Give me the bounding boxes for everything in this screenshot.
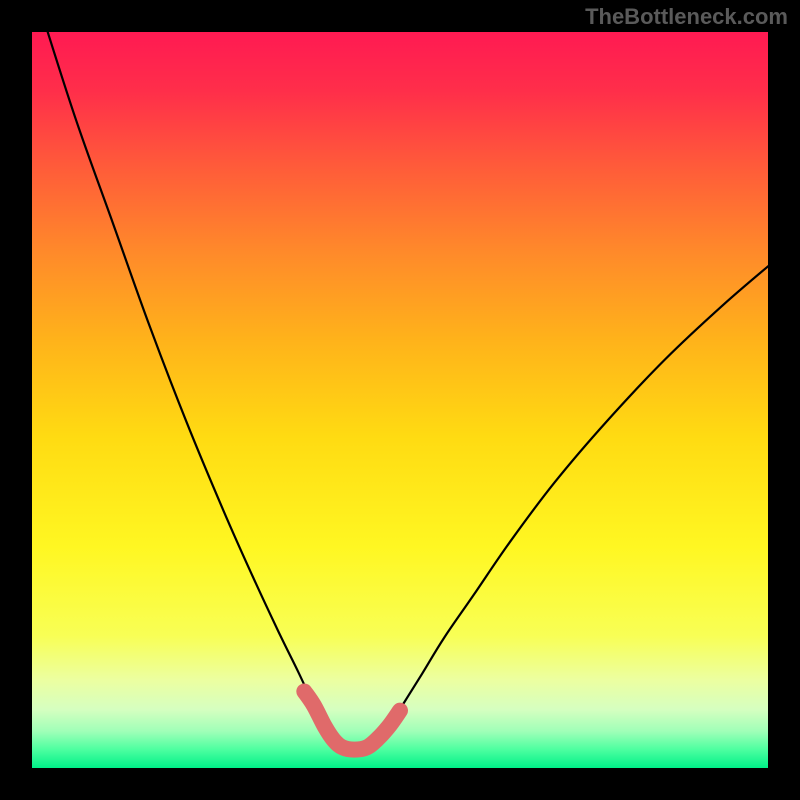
bottleneck-chart <box>0 0 800 800</box>
watermark-text: TheBottleneck.com <box>585 4 788 30</box>
stage: TheBottleneck.com <box>0 0 800 800</box>
plot-background <box>32 32 768 768</box>
